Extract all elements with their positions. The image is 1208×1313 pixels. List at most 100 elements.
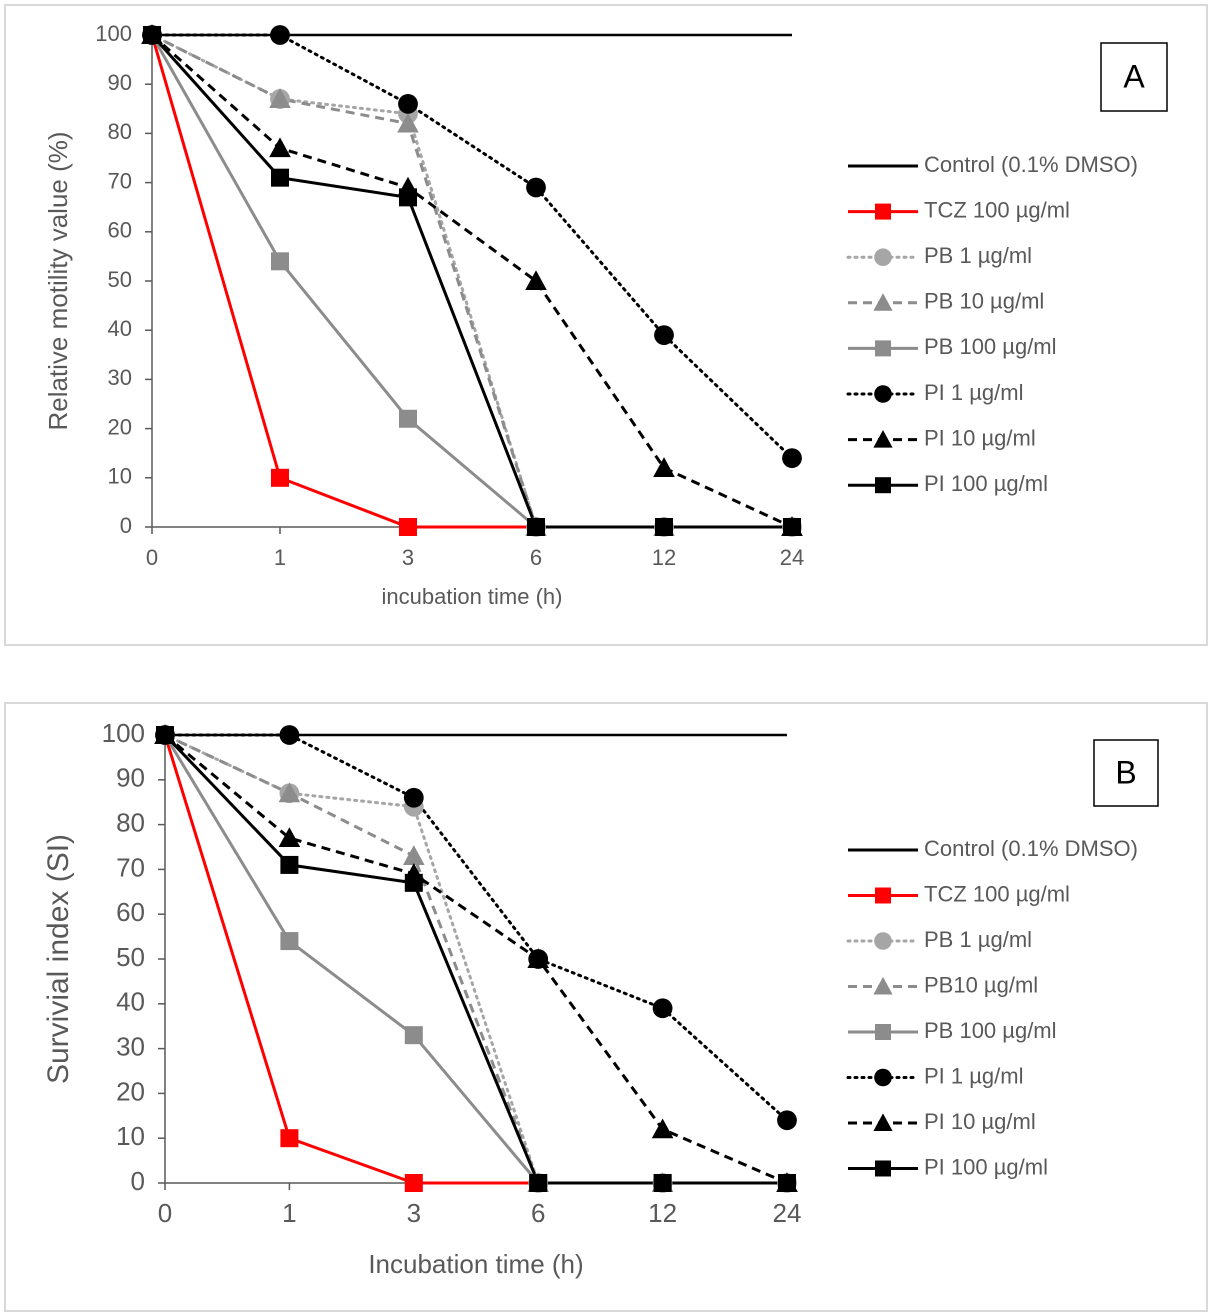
legend-label: PB 10 µg/ml — [924, 289, 1044, 314]
x-tick-label: 3 — [407, 1198, 421, 1228]
y-tick-label: 100 — [95, 21, 132, 46]
series-line — [152, 35, 792, 527]
marker — [270, 25, 290, 45]
legend-label: Control (0.1% DMSO) — [924, 152, 1138, 177]
x-tick-label: 1 — [274, 545, 286, 570]
series-line — [152, 35, 792, 527]
marker — [280, 725, 300, 745]
marker — [873, 977, 892, 995]
marker — [874, 248, 892, 266]
marker — [399, 188, 417, 206]
marker — [527, 518, 545, 536]
series-line — [165, 735, 787, 1183]
marker — [875, 1024, 891, 1040]
x-tick-label: 24 — [773, 1198, 802, 1228]
marker — [875, 477, 891, 493]
marker — [875, 340, 891, 356]
y-tick-label: 60 — [108, 218, 132, 243]
marker — [271, 252, 289, 270]
marker — [874, 932, 892, 950]
marker — [525, 270, 547, 290]
x-tick-label: 12 — [648, 1198, 677, 1228]
y-tick-label: 100 — [102, 718, 145, 748]
y-tick-label: 0 — [131, 1166, 145, 1196]
series-line — [152, 35, 792, 527]
y-tick-label: 0 — [120, 513, 132, 538]
series-line — [165, 735, 787, 1120]
legend-label: PI 10 µg/ml — [924, 425, 1036, 450]
y-tick-label: 90 — [108, 70, 132, 95]
legend-label: PB 100 µg/ml — [924, 334, 1057, 359]
marker — [782, 448, 802, 468]
x-tick-label: 12 — [652, 545, 676, 570]
marker — [399, 410, 417, 428]
legend-label: PI 100 µg/ml — [924, 471, 1048, 496]
legend-label: PB 100 µg/ml — [924, 1018, 1057, 1043]
series-line — [152, 35, 792, 527]
y-tick-label: 10 — [116, 1121, 145, 1151]
marker — [403, 845, 425, 865]
marker — [875, 888, 891, 904]
marker — [655, 518, 673, 536]
marker — [875, 1161, 891, 1177]
y-tick-label: 10 — [108, 464, 132, 489]
marker — [529, 1174, 547, 1192]
marker — [405, 874, 423, 892]
marker — [874, 1069, 892, 1087]
marker — [873, 293, 892, 311]
y-tick-label: 80 — [108, 119, 132, 144]
series-line — [152, 35, 792, 527]
x-tick-label: 1 — [282, 1198, 296, 1228]
marker — [280, 856, 298, 874]
legend-label: PB10 µg/ml — [924, 972, 1038, 997]
marker — [143, 26, 161, 44]
marker — [874, 385, 892, 403]
marker — [873, 430, 892, 448]
series-line — [152, 35, 792, 527]
y-tick-label: 50 — [116, 942, 145, 972]
y-tick-label: 40 — [116, 987, 145, 1017]
marker — [399, 518, 417, 536]
panel-frame — [5, 5, 1207, 645]
series-line — [152, 35, 792, 458]
legend-label: PB 1 µg/ml — [924, 927, 1032, 952]
marker — [398, 94, 418, 114]
marker — [654, 325, 674, 345]
marker — [404, 788, 424, 808]
legend-label: PI 100 µg/ml — [924, 1154, 1048, 1179]
series-line — [165, 735, 787, 1183]
y-tick-label: 60 — [116, 897, 145, 927]
y-tick-label: 80 — [116, 807, 145, 837]
y-tick-label: 70 — [116, 852, 145, 882]
legend-label: TCZ 100 µg/ml — [924, 197, 1070, 222]
legend-label: Control (0.1% DMSO) — [924, 836, 1138, 861]
marker — [280, 1129, 298, 1147]
marker — [405, 1174, 423, 1192]
y-tick-label: 40 — [108, 316, 132, 341]
series-line — [165, 735, 787, 1183]
x-tick-label: 6 — [531, 1198, 545, 1228]
marker — [778, 1174, 796, 1192]
page: 010203040506070809010001361224incubation… — [0, 0, 1208, 1313]
marker — [777, 1110, 797, 1130]
y-tick-label: 30 — [108, 365, 132, 390]
x-axis-title: incubation time (h) — [382, 584, 563, 609]
x-tick-label: 0 — [146, 545, 158, 570]
marker — [280, 932, 298, 950]
marker — [653, 457, 675, 477]
marker — [783, 518, 801, 536]
y-tick-label: 50 — [108, 267, 132, 292]
x-tick-label: 0 — [158, 1198, 172, 1228]
y-tick-label: 90 — [116, 763, 145, 793]
panel-frame — [5, 703, 1207, 1311]
marker — [652, 1118, 674, 1138]
marker — [405, 1026, 423, 1044]
panel-label: A — [1123, 58, 1145, 94]
legend-label: TCZ 100 µg/ml — [924, 881, 1070, 906]
marker — [271, 469, 289, 487]
y-tick-label: 30 — [116, 1031, 145, 1061]
marker — [653, 998, 673, 1018]
legend-label: PI 1 µg/ml — [924, 380, 1023, 405]
y-axis-title: Relative motility value (%) — [43, 131, 73, 430]
marker — [269, 137, 291, 157]
